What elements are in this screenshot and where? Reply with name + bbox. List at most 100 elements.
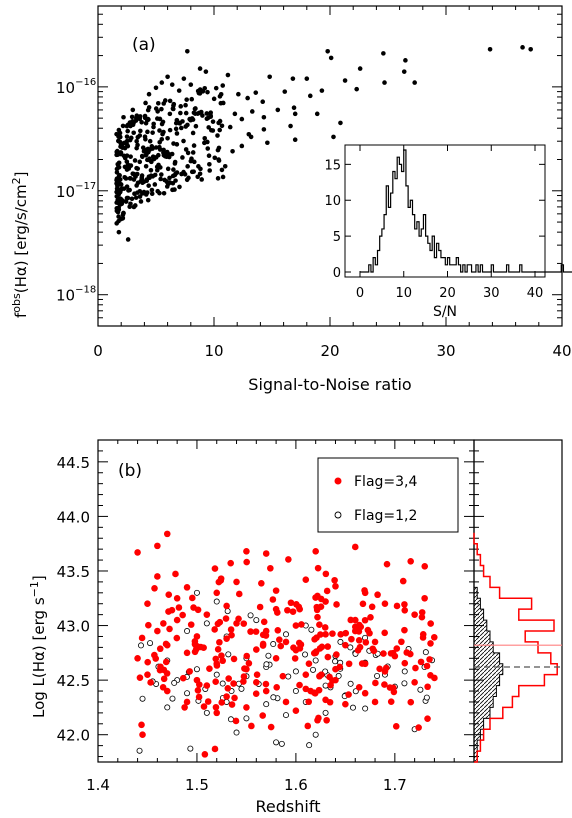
panel-b-point-flag34: [322, 630, 329, 638]
inset-xtick-label: 0: [356, 286, 364, 301]
panel-b-point-flag12: [136, 747, 143, 754]
panel-a-point: [239, 143, 245, 149]
panel-b-point-flag34: [259, 712, 267, 719]
panel-b-point-flag12: [263, 701, 270, 708]
panel-a-ytick-label: 10−18: [56, 285, 96, 305]
panel-a-point: [197, 66, 203, 71]
panel-a-ytick-label: 10−16: [56, 77, 96, 97]
panel-a-point: [171, 101, 177, 107]
panel-b-xtick-labels: 1.4 1.5 1.6 1.7: [86, 776, 407, 794]
panel-a-point: [248, 134, 254, 140]
panel-b-point-flag34: [151, 584, 158, 592]
panel-b-point-flag34: [383, 560, 391, 568]
panel-b-point-flag34: [357, 623, 365, 631]
panel-a-point: [222, 164, 228, 169]
panel-a-point: [116, 229, 122, 235]
panel-b-point-flag34: [296, 681, 303, 689]
panel-b-point-flag34: [259, 640, 267, 648]
panel-b-ytick-labels: 42.0 42.5 43.0 43.5 44.0 44.5: [57, 454, 90, 745]
panel-a-point: [155, 101, 161, 106]
panel-a-point: [171, 141, 176, 146]
panel-b-point-flag34: [228, 631, 235, 639]
panel-b-point-flag34: [262, 550, 270, 557]
side-histogram: [473, 532, 562, 763]
panel-a-point: [133, 203, 138, 208]
panel-a-point: [165, 74, 170, 80]
panel-b-point-flag34: [231, 694, 238, 702]
panel-b-point-flag34: [380, 650, 387, 657]
panel-b-point-flag34: [371, 698, 379, 706]
panel-a-point: [190, 130, 196, 136]
panel-b-point-flag12: [213, 598, 220, 605]
panel-b-point-flag34: [382, 664, 390, 672]
panel-a-point: [191, 159, 197, 165]
panel-b-point-flag12: [219, 680, 226, 687]
panel-a-point: [167, 175, 172, 181]
panel-b-point-flag34: [186, 668, 193, 675]
panel-a-point: [116, 178, 122, 184]
inset-frame: [344, 144, 546, 278]
panel-b-point-flag34: [154, 542, 161, 550]
panel-a-point: [127, 137, 133, 143]
panel-a-point: [124, 159, 130, 164]
panel-b-point-flag34: [138, 721, 145, 729]
panel-a-point: [164, 179, 169, 184]
panel-b-ytick-label: 42.0: [57, 727, 90, 745]
panel-a-point: [206, 153, 212, 159]
panel-b-point-flag34: [368, 603, 376, 611]
panel-b-point-flag34: [168, 606, 176, 614]
inset-xlabel: S/N: [433, 304, 457, 320]
panel-a-point: [178, 125, 184, 131]
panel-a-point: [225, 72, 231, 78]
panel-a-point: [193, 123, 199, 129]
panel-b-point-flag34: [401, 606, 409, 614]
panel-b-point-flag34: [194, 687, 202, 694]
panel-a-point: [138, 199, 144, 204]
panel-a-point: [155, 188, 161, 194]
panel-b-point-flag12: [322, 709, 329, 716]
panel-a-point: [122, 155, 128, 161]
panel-b-point-flag34: [134, 549, 141, 556]
panel-b-point-flag12: [203, 620, 210, 627]
panel-b-point-flag34: [253, 679, 260, 686]
panel-a-point: [159, 172, 164, 177]
panel-b-point-flag34: [223, 635, 230, 642]
panel-b-point-flag12: [282, 712, 289, 719]
panel-b-point-flag34: [351, 623, 359, 631]
panel-b-point-flag12: [337, 638, 344, 645]
panel-b-point-flag34: [401, 601, 408, 608]
panel-b-point-flag34: [173, 616, 181, 624]
panel-b-point-flag34: [392, 723, 400, 730]
panel-b-point-flag34: [342, 700, 349, 708]
panel-a-point: [220, 83, 226, 88]
legend: Flag=3,4 Flag=1,2: [317, 457, 459, 533]
panel-a-point: [249, 109, 255, 114]
panel-b-point-flag34: [333, 651, 340, 658]
panel-a-point: [131, 177, 137, 182]
panel-b-point-flag34: [218, 652, 225, 660]
panel-a-point: [200, 113, 205, 118]
panel-b-point-flag34: [329, 630, 336, 637]
panel-b-point-flag12: [263, 661, 270, 668]
panel-a-point: [208, 110, 214, 115]
panel-a-point: [147, 138, 153, 144]
panel-b-point-flag12: [270, 641, 277, 648]
panel-b-point-flag34: [361, 616, 369, 624]
panel-a-point: [157, 128, 162, 133]
panel-b-point-flag34: [317, 603, 325, 610]
panel-a-point: [357, 66, 363, 71]
panel-b-point-flag34: [195, 693, 203, 701]
panel-b-point-flag12: [423, 694, 430, 701]
panel-b-point-flag34: [295, 639, 303, 647]
panel-a-point: [190, 117, 196, 122]
panel-b-point-flag34: [282, 638, 290, 646]
panel-b-point-flag34: [256, 603, 264, 611]
panel-b-point-flag34: [267, 723, 275, 731]
panel-b-point-flag34: [240, 620, 248, 627]
panel-a-xlabel: Signal-to-Noise ratio: [248, 375, 411, 394]
panel-a-point: [216, 158, 222, 163]
panel-a-point: [185, 150, 191, 156]
panel-a-point: [186, 175, 191, 181]
panel-b-point-flag34: [387, 698, 395, 706]
